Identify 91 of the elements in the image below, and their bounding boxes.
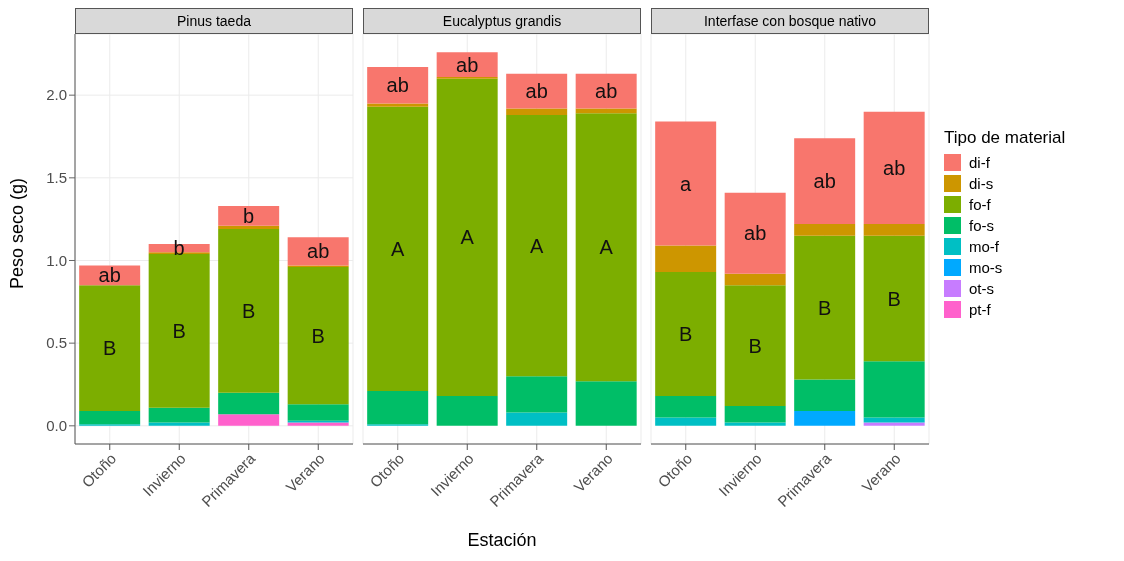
- bar: [79, 285, 141, 411]
- data-label: A: [460, 226, 475, 249]
- bar: [367, 106, 429, 392]
- data-label: ab: [386, 74, 409, 97]
- bar: [575, 73, 637, 109]
- y-tick-label: 2.0: [46, 86, 67, 104]
- bar: [724, 405, 786, 423]
- bar: [506, 412, 568, 426]
- legend-label: fo-s: [969, 217, 995, 234]
- data-label: ab: [813, 170, 836, 193]
- bar: [287, 267, 349, 405]
- bar: [655, 396, 717, 418]
- data-label: B: [679, 323, 693, 346]
- bar: [506, 115, 568, 377]
- bar: [575, 113, 637, 382]
- data-label: ab: [595, 80, 618, 103]
- bar: [367, 391, 429, 425]
- bar: [863, 422, 925, 426]
- legend-label: pt-f: [969, 301, 991, 318]
- data-label: A: [599, 236, 614, 259]
- legend-label: fo-f: [969, 196, 991, 213]
- bar: [506, 108, 568, 116]
- data-label: a: [680, 172, 693, 195]
- data-label: B: [748, 334, 762, 357]
- bar: [863, 111, 925, 225]
- bar: [218, 205, 280, 226]
- legend-label: di-s: [969, 175, 994, 192]
- data-label: A: [530, 234, 544, 257]
- bar: [218, 225, 280, 230]
- bar: [436, 396, 498, 426]
- bar: [794, 224, 856, 236]
- bar: [287, 404, 349, 421]
- bar: [367, 103, 429, 107]
- bar: [863, 417, 925, 423]
- data-label: B: [311, 324, 325, 347]
- data-label: ab: [525, 80, 548, 103]
- data-label: B: [887, 287, 901, 310]
- bar: [794, 235, 856, 380]
- chart-title: Eucalyptus grandis: [363, 8, 641, 34]
- bar: [367, 67, 429, 104]
- bar: [148, 422, 210, 426]
- bar: [79, 410, 141, 425]
- data-label: B: [818, 296, 832, 319]
- data-label: A: [391, 237, 405, 260]
- bar: [148, 253, 210, 408]
- bar: [575, 108, 637, 114]
- bar: [863, 361, 925, 418]
- y-tick-label: 0.0: [46, 417, 67, 435]
- data-label: b: [173, 237, 185, 260]
- bar: [218, 392, 280, 415]
- bar: [655, 245, 717, 273]
- bar: [724, 273, 786, 286]
- y-tick-label: 0.5: [46, 334, 67, 352]
- bar: [218, 229, 280, 393]
- bar: [724, 192, 786, 274]
- bar: [863, 235, 925, 362]
- y-tick-label: 1.0: [46, 251, 67, 269]
- y-axis-title: Peso seco (g): [7, 177, 28, 289]
- bar: [148, 407, 210, 423]
- bar: [794, 138, 856, 225]
- data-label: B: [103, 337, 117, 360]
- legend-label: di-f: [969, 154, 990, 171]
- legend-label: mo-s: [969, 259, 1003, 276]
- bar: [863, 224, 925, 236]
- data-label: B: [172, 319, 186, 342]
- data-label: ab: [883, 156, 906, 179]
- data-label: ab: [456, 53, 479, 76]
- x-axis-title: Estación: [467, 530, 537, 550]
- legend-label: mo-f: [969, 238, 999, 255]
- bar: [794, 379, 856, 411]
- bar: [655, 417, 717, 426]
- bar: [506, 376, 568, 413]
- data-label: ab: [98, 264, 121, 287]
- bar: [506, 73, 568, 109]
- data-label: ab: [744, 222, 767, 245]
- chart-title: Pinus taeda: [75, 8, 353, 34]
- bar: [218, 414, 280, 426]
- y-tick-label: 1.5: [46, 169, 67, 187]
- bar: [655, 121, 717, 246]
- bar: [794, 410, 856, 426]
- bar: [436, 78, 498, 397]
- data-label: b: [243, 204, 255, 227]
- bar: [724, 422, 786, 426]
- legend-title: Tipo de material: [944, 128, 1066, 148]
- data-label: ab: [307, 240, 330, 263]
- bar: [655, 272, 717, 397]
- bar: [724, 285, 786, 406]
- chart-title: Interfase con bosque nativo: [651, 8, 929, 34]
- bar: [575, 381, 637, 426]
- legend-label: ot-s: [969, 280, 995, 297]
- data-label: B: [242, 299, 256, 322]
